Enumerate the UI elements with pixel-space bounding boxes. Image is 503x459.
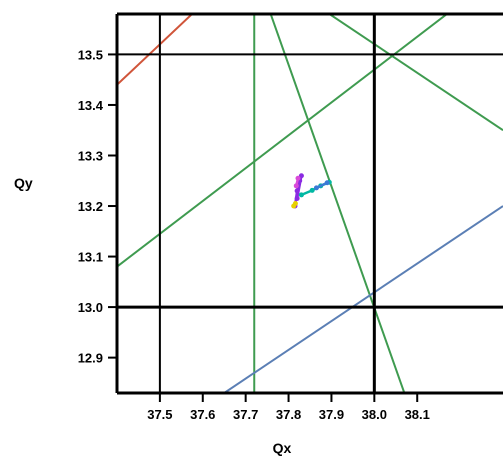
resonance-line-5	[327, 14, 503, 132]
y-tick-label-7: 13.5	[78, 47, 103, 62]
plot-frame	[115, 12, 503, 395]
y-axis-ticks: 12.9 13.0 13.1 13.2 13.3 13.4 13.5	[78, 47, 117, 366]
x-axis-label: Qx	[273, 440, 292, 456]
x-tick-label-1: 37.5	[147, 407, 172, 422]
x-tick-label-6: 38.0	[362, 407, 387, 422]
working-point-trace-4	[315, 181, 328, 189]
x-tick-label-5: 37.9	[319, 407, 344, 422]
plot-lines	[117, 14, 503, 393]
x-axis-ticks: 37.5 37.6 37.7 37.8 37.9 38.0 38.1	[147, 393, 430, 422]
x-tick-label-4: 37.8	[276, 407, 301, 422]
resonance-line-6	[223, 205, 503, 393]
working-point-trace-5	[292, 202, 297, 207]
working-points	[291, 173, 332, 209]
y-tick-label-3: 13.1	[78, 250, 103, 265]
y-tick-label-5: 13.3	[78, 148, 103, 163]
x-tick-label-3: 37.7	[233, 407, 258, 422]
x-tick-label-7: 38.1	[405, 407, 430, 422]
y-tick-label-6: 13.4	[78, 98, 104, 113]
y-tick-label-1: 12.9	[78, 351, 103, 366]
working-point-trace-1	[293, 175, 303, 207]
y-tick-label-4: 13.2	[78, 199, 103, 214]
y-tick-label-2: 13.0	[78, 300, 103, 315]
working-point-trace-2	[295, 177, 300, 187]
x-tick-label-2: 37.6	[190, 407, 215, 422]
y-axis-label: Qy	[14, 175, 33, 191]
resonance-line-4	[269, 14, 406, 393]
resonance-line-3	[117, 14, 449, 268]
